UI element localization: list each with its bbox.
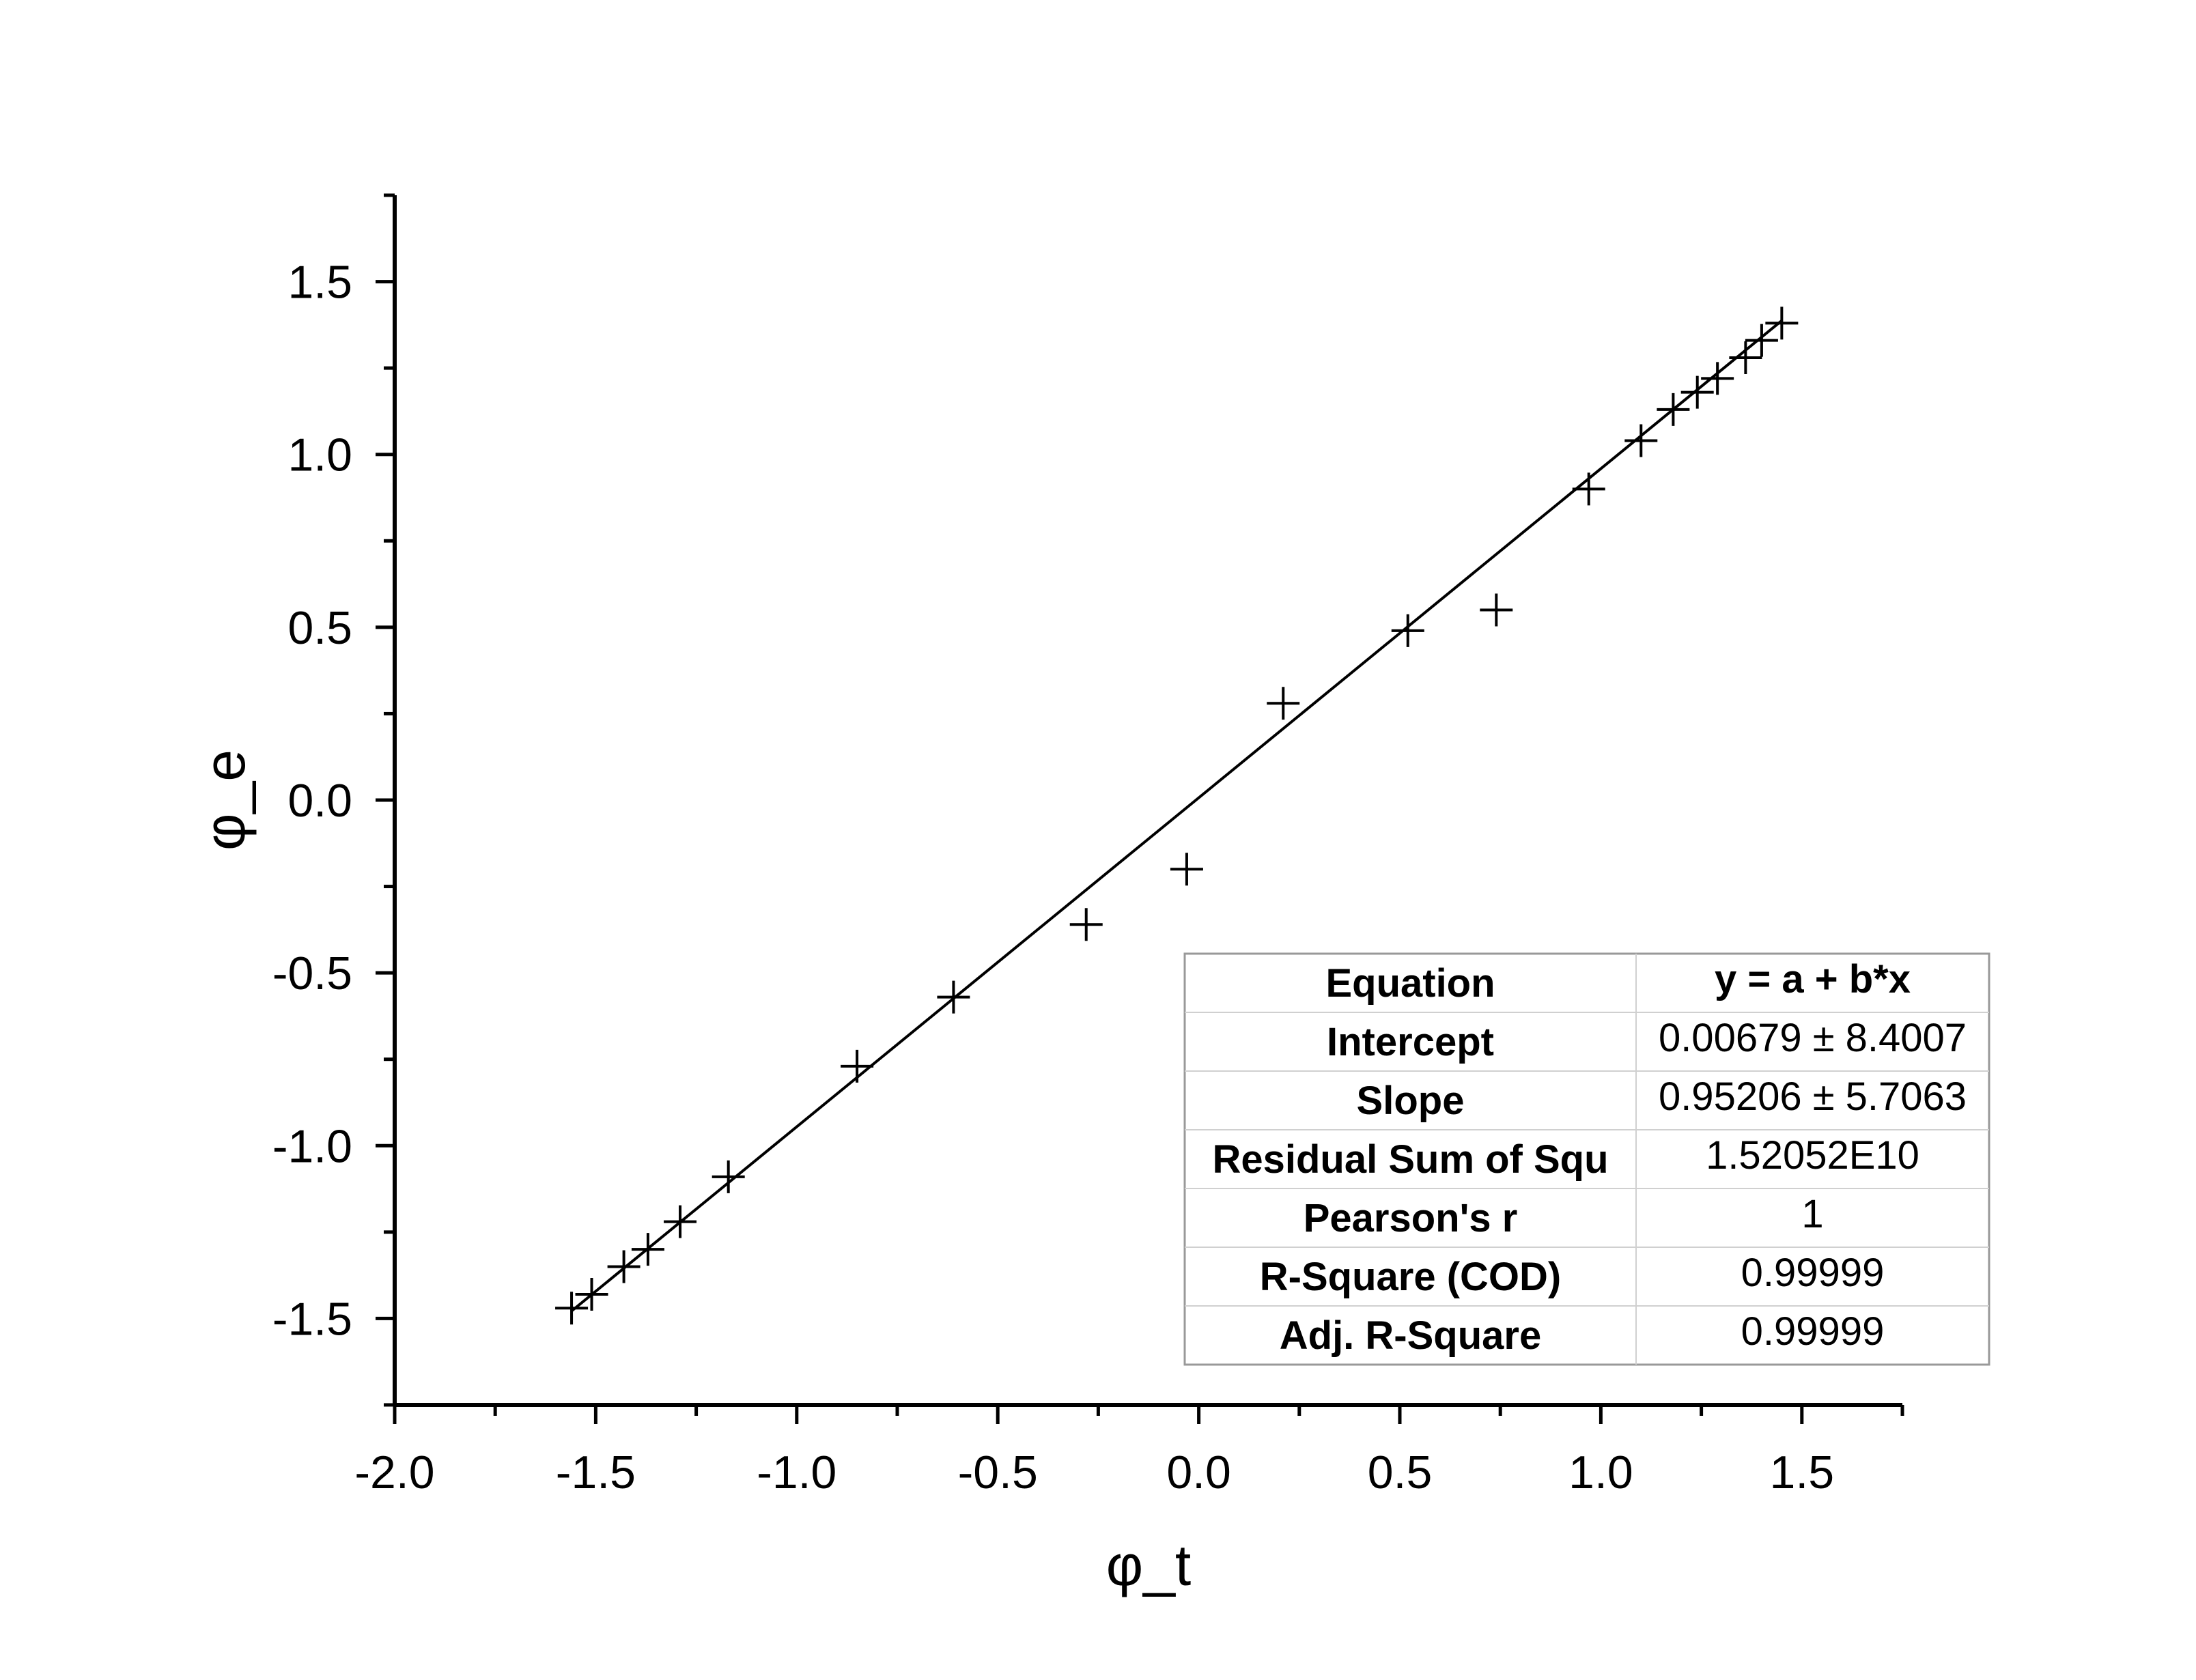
data-point (1745, 324, 1778, 357)
y-tick-label: 1.5 (287, 257, 352, 309)
data-point (1729, 341, 1762, 374)
y-tick-label: -1.5 (272, 1293, 352, 1345)
stats-label: Adj. R-Square (1280, 1313, 1542, 1358)
data-point (575, 1277, 608, 1311)
stats-label: Residual Sum of Squ (1212, 1137, 1608, 1182)
stats-value: 0.99999 (1741, 1251, 1885, 1295)
x-tick-label: 0.5 (1368, 1447, 1433, 1498)
data-point (1572, 472, 1605, 506)
y-tick-label: -0.5 (272, 948, 352, 999)
data-point (631, 1233, 664, 1266)
stats-label: Equation (1325, 961, 1495, 1006)
x-tick-label: -0.5 (958, 1447, 1038, 1498)
data-point (1069, 908, 1103, 941)
data-points (555, 307, 1799, 1325)
y-axis-title: φ_e (193, 750, 257, 851)
data-point (555, 1292, 589, 1325)
data-point (1701, 362, 1734, 395)
y-tick-label: -1.0 (272, 1120, 352, 1172)
data-point (1480, 593, 1513, 627)
data-point (1657, 393, 1690, 426)
fit-line-group (570, 319, 1783, 1313)
stats-label: Slope (1357, 1079, 1465, 1123)
stats-value: 1.52052E10 (1706, 1133, 1919, 1178)
x-tick-label: -1.0 (757, 1447, 836, 1498)
stats-value: y = a + b*x (1715, 957, 1911, 1001)
stats-value: 1 (1801, 1192, 1823, 1236)
axes: -2.0 -1.5 -1.0 -0.5 0.0 0.5 1.0 1.5 -1.5 -1.0 -0.5… (193, 193, 1904, 1597)
data-point (937, 980, 970, 1014)
x-tick-label: -1.5 (556, 1447, 636, 1498)
data-point (1624, 424, 1658, 457)
data-point (1267, 687, 1300, 720)
x-tick-label: -2.0 (354, 1447, 434, 1498)
data-point (712, 1160, 745, 1193)
data-point (1765, 307, 1799, 340)
data-point (664, 1205, 697, 1238)
fit-line (570, 319, 1783, 1313)
data-point (841, 1049, 874, 1083)
stats-value: 0.00679 ± 8.4007 (1659, 1016, 1967, 1060)
stats-label: Pearson's r (1304, 1196, 1518, 1240)
stats-value: 0.99999 (1741, 1309, 1885, 1354)
data-point (1680, 375, 1714, 409)
x-tick-label: 1.5 (1770, 1447, 1835, 1498)
data-point (1170, 853, 1203, 886)
stats-label: R-Square (COD) (1260, 1255, 1561, 1299)
y-tick-label: 0.5 (287, 602, 352, 654)
stats-value: 0.95206 ± 5.7063 (1659, 1074, 1967, 1119)
x-axis-title: φ_t (1106, 1533, 1192, 1597)
y-tick-label: 0.0 (287, 775, 352, 827)
data-point (607, 1250, 640, 1283)
stats-label: Intercept (1327, 1020, 1494, 1064)
stats-table: Equation y = a + b*x Intercept 0.00679 ± 8.… (1183, 952, 1990, 1366)
y-tick-label: 1.0 (287, 429, 352, 481)
x-tick-label: 1.0 (1568, 1447, 1633, 1498)
stats-table-border (1183, 952, 1990, 1366)
x-tick-label: 0.0 (1166, 1447, 1231, 1498)
data-point (1391, 614, 1424, 647)
